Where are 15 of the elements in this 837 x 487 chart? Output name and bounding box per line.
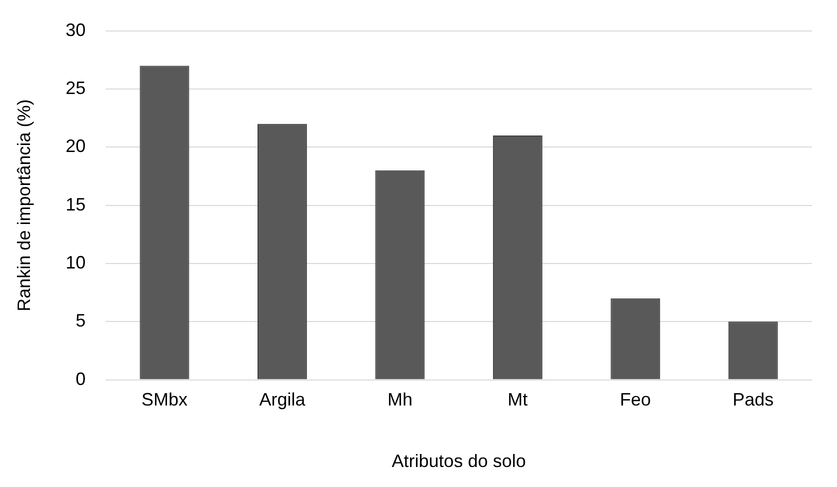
x-tick-label: Mh bbox=[387, 390, 412, 410]
y-tick-label: 15 bbox=[66, 194, 86, 214]
x-axis-title: Atributos do solo bbox=[392, 451, 526, 472]
x-tick-label: Pads bbox=[732, 390, 774, 410]
x-tick-label: Mt bbox=[508, 390, 528, 410]
y-tick-label: 25 bbox=[66, 78, 86, 98]
y-tick-label: 20 bbox=[66, 136, 86, 156]
x-tick-label: Argila bbox=[259, 390, 306, 410]
y-tick-label: 5 bbox=[76, 310, 86, 331]
y-tick-label: 0 bbox=[76, 368, 86, 389]
x-tick-label: Feo bbox=[620, 390, 651, 410]
y-tick-label: 10 bbox=[66, 252, 86, 272]
y-axis-title: Rankin de importância (%) bbox=[14, 99, 34, 312]
y-tick-label: 30 bbox=[66, 20, 86, 40]
x-tick-label: SMbx bbox=[141, 390, 188, 410]
